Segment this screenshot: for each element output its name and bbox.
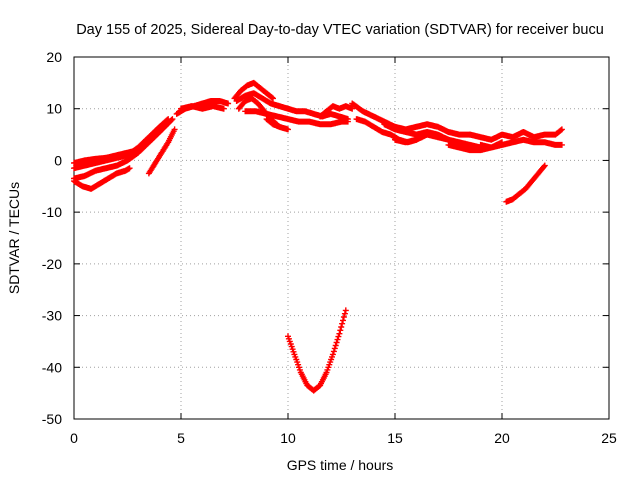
series-track-5	[145, 126, 178, 177]
y-axis-label: SDTVAR / TECUs	[6, 182, 22, 294]
x-tick-label: 25	[601, 430, 617, 446]
chart-title: Day 155 of 2025, Sidereal Day-to-day VTE…	[76, 22, 604, 38]
series-track-13	[285, 307, 349, 394]
y-tick-label: -10	[42, 204, 62, 220]
x-tick-label: 5	[177, 430, 185, 446]
series-track-20	[466, 126, 565, 143]
data-point-markers	[263, 116, 291, 133]
y-tick-label: 20	[46, 49, 62, 65]
x-tick-labels: 0 5 10 15 20 25	[70, 430, 617, 446]
x-axis-label: GPS time / hours	[287, 457, 394, 473]
data-point-markers	[145, 126, 178, 177]
plot-frame	[73, 56, 610, 420]
series-track-14	[317, 103, 356, 120]
y-tick-labels: -50 -40 -30 -20 -10 0 10 20	[42, 49, 62, 427]
series-track-18	[392, 131, 452, 146]
series-track-22	[503, 162, 548, 205]
series-track-4	[71, 147, 142, 166]
y-tick-label: -40	[42, 359, 62, 375]
data-point-markers	[317, 103, 356, 120]
series-track-12	[263, 116, 291, 133]
series-track-11	[242, 108, 351, 128]
data-point-markers	[477, 136, 565, 151]
y-tick-label: 0	[54, 152, 62, 168]
data-point-markers	[231, 79, 276, 102]
data-point-markers	[285, 307, 349, 394]
data-point-markers	[503, 162, 548, 205]
x-tick-label: 15	[387, 430, 403, 446]
axis-ticks	[73, 56, 610, 420]
series-track-3	[71, 165, 133, 192]
data-point-markers	[242, 108, 351, 128]
data-point-markers	[466, 126, 565, 143]
series-track-21	[477, 136, 565, 151]
y-tick-label: -50	[42, 411, 62, 427]
x-tick-label: 0	[70, 430, 78, 446]
x-tick-label: 10	[280, 430, 296, 446]
series-track-8	[231, 79, 276, 102]
data-marks	[71, 79, 565, 394]
data-point-markers	[392, 131, 452, 146]
grid-lines	[74, 57, 609, 419]
y-tick-label: -20	[42, 256, 62, 272]
data-point-markers	[178, 103, 227, 112]
series-track-7	[178, 103, 227, 112]
data-point-markers	[71, 165, 133, 192]
data-point-markers	[71, 147, 142, 166]
y-tick-label: 10	[46, 101, 62, 117]
x-tick-label: 20	[494, 430, 510, 446]
y-tick-label: -30	[42, 308, 62, 324]
